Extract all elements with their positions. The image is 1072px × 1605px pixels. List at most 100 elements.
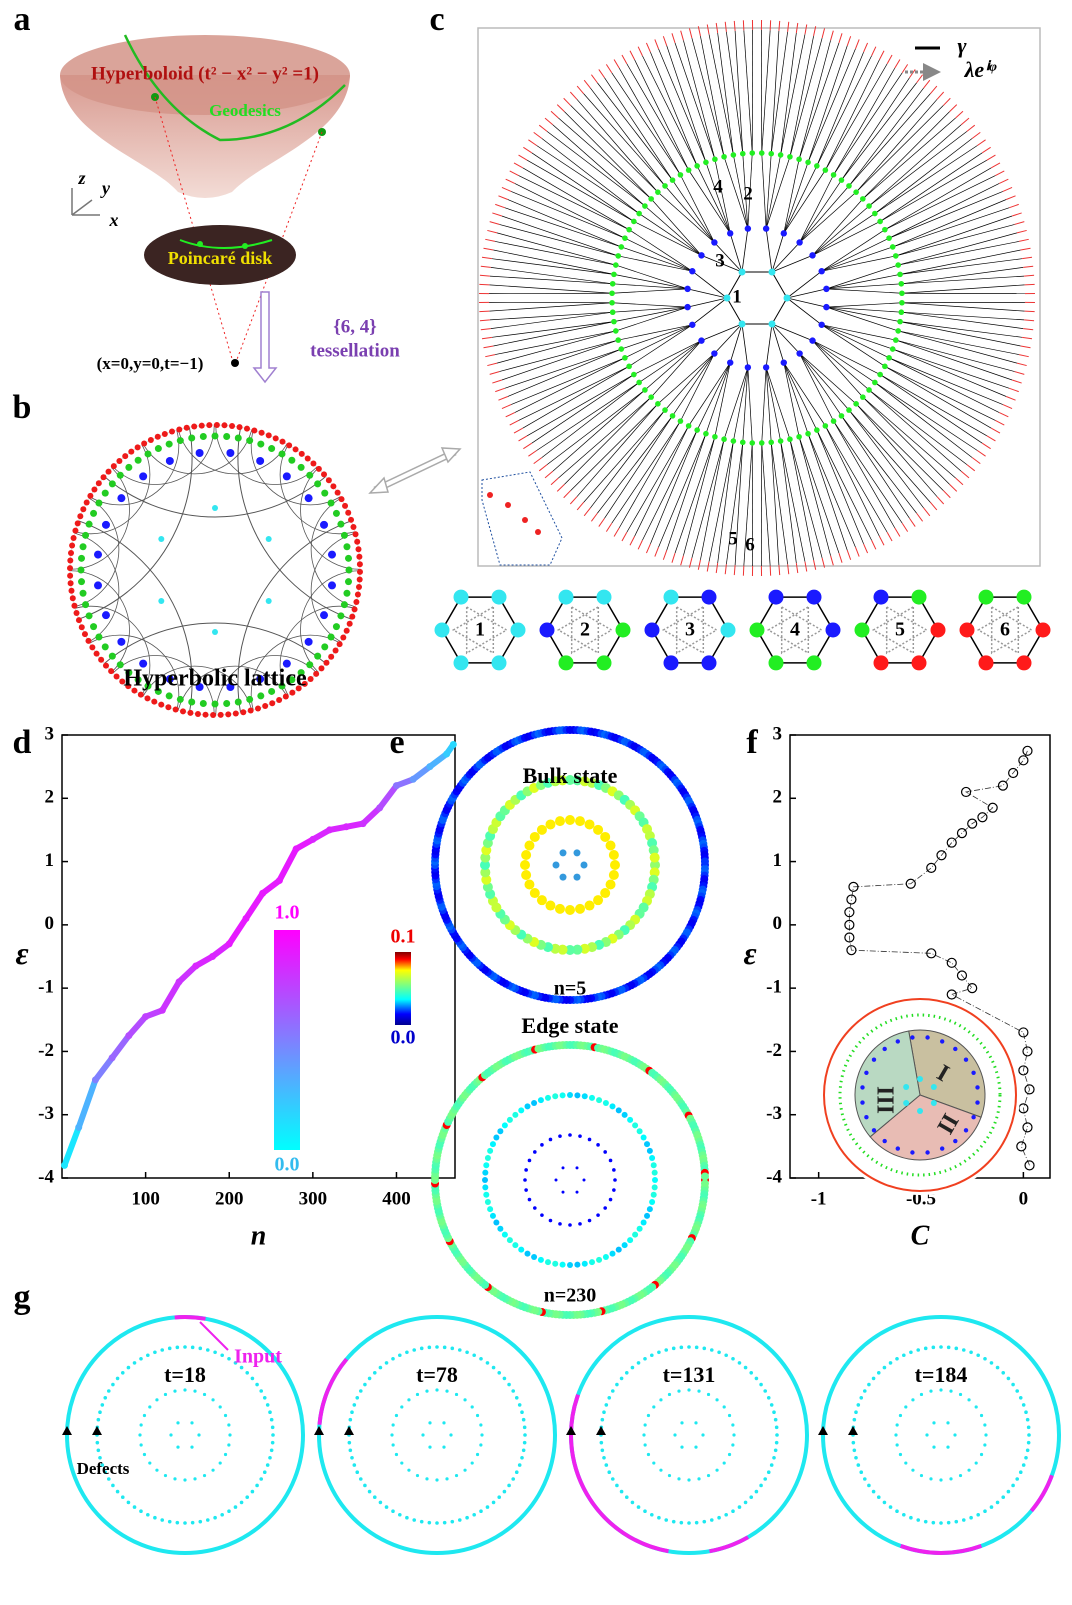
excitation [319, 1359, 346, 1425]
node [712, 434, 718, 440]
site [71, 603, 77, 609]
geodesic-arc [61, 387, 179, 505]
node [823, 167, 829, 173]
site [896, 1423, 899, 1426]
site [343, 543, 350, 550]
site [299, 451, 305, 457]
site [939, 1345, 943, 1349]
node [655, 189, 661, 195]
site [964, 1128, 968, 1132]
site [643, 1357, 647, 1361]
hexagon-label: 6 [1000, 619, 1010, 641]
site [341, 532, 348, 539]
site [1026, 1418, 1030, 1422]
site [924, 1520, 928, 1524]
y-axis-label: ε [15, 935, 28, 971]
site [763, 1389, 767, 1393]
site [606, 880, 616, 890]
site [420, 1347, 424, 1351]
site [391, 1509, 395, 1513]
site [266, 598, 272, 604]
point [109, 1054, 116, 1061]
origin-point [231, 359, 239, 367]
site [323, 660, 329, 666]
site [266, 536, 272, 542]
site [731, 1423, 734, 1426]
point [293, 845, 300, 852]
site [271, 1433, 275, 1437]
site [173, 707, 179, 713]
site [518, 1463, 522, 1467]
node [895, 262, 901, 268]
site [251, 1490, 255, 1494]
node [796, 156, 802, 162]
site [248, 708, 254, 714]
node [899, 290, 905, 296]
site [191, 424, 197, 430]
hexagon-vertex [616, 623, 631, 638]
site [863, 1389, 867, 1393]
site [620, 1490, 624, 1494]
node [626, 227, 632, 233]
site [245, 1495, 249, 1499]
colorbar-label: 1.0 [275, 902, 300, 924]
hopping-triangle [887, 607, 927, 653]
site [649, 1199, 655, 1205]
site [357, 569, 363, 575]
node [648, 196, 654, 202]
hexagon-vertex [807, 655, 822, 670]
site [515, 1470, 519, 1474]
site [471, 1461, 474, 1464]
node [724, 295, 731, 302]
node-label: 3 [715, 250, 725, 271]
site [603, 1254, 609, 1260]
site [996, 1501, 1000, 1505]
site [355, 1396, 359, 1400]
site [903, 1100, 909, 1106]
node [622, 235, 628, 241]
site [379, 1366, 383, 1370]
site [146, 1353, 150, 1357]
site [917, 1108, 923, 1114]
point [142, 1013, 149, 1020]
legend-label: λeⁱᵠ [964, 57, 997, 82]
site [607, 1396, 611, 1400]
site [405, 1351, 409, 1355]
site [268, 445, 275, 452]
node [823, 286, 829, 292]
site [266, 432, 272, 438]
x-tick-label: 300 [299, 1188, 328, 1209]
site [349, 1448, 353, 1452]
site [416, 1474, 419, 1477]
site [203, 712, 209, 718]
site [552, 1093, 558, 1099]
site [728, 1453, 731, 1456]
panel-label: c [429, 1, 444, 38]
site [203, 1393, 206, 1396]
site [545, 1095, 551, 1101]
site [199, 423, 205, 429]
node [872, 211, 878, 217]
site [269, 700, 275, 706]
site [512, 1242, 518, 1248]
site [627, 1237, 633, 1243]
site [596, 1213, 600, 1217]
site [458, 1518, 462, 1522]
point [92, 1076, 99, 1083]
site [537, 825, 547, 835]
site [445, 1390, 448, 1393]
site [576, 1166, 579, 1169]
site [772, 1456, 776, 1460]
site [443, 1346, 447, 1350]
site [435, 1345, 439, 1349]
site [949, 1477, 952, 1480]
site [385, 1361, 389, 1365]
site [1026, 1448, 1030, 1452]
site [715, 1469, 718, 1472]
node [759, 440, 765, 446]
point [376, 804, 383, 811]
site [596, 1143, 600, 1147]
site [755, 1490, 759, 1494]
site [545, 1259, 551, 1265]
site [622, 1242, 628, 1248]
